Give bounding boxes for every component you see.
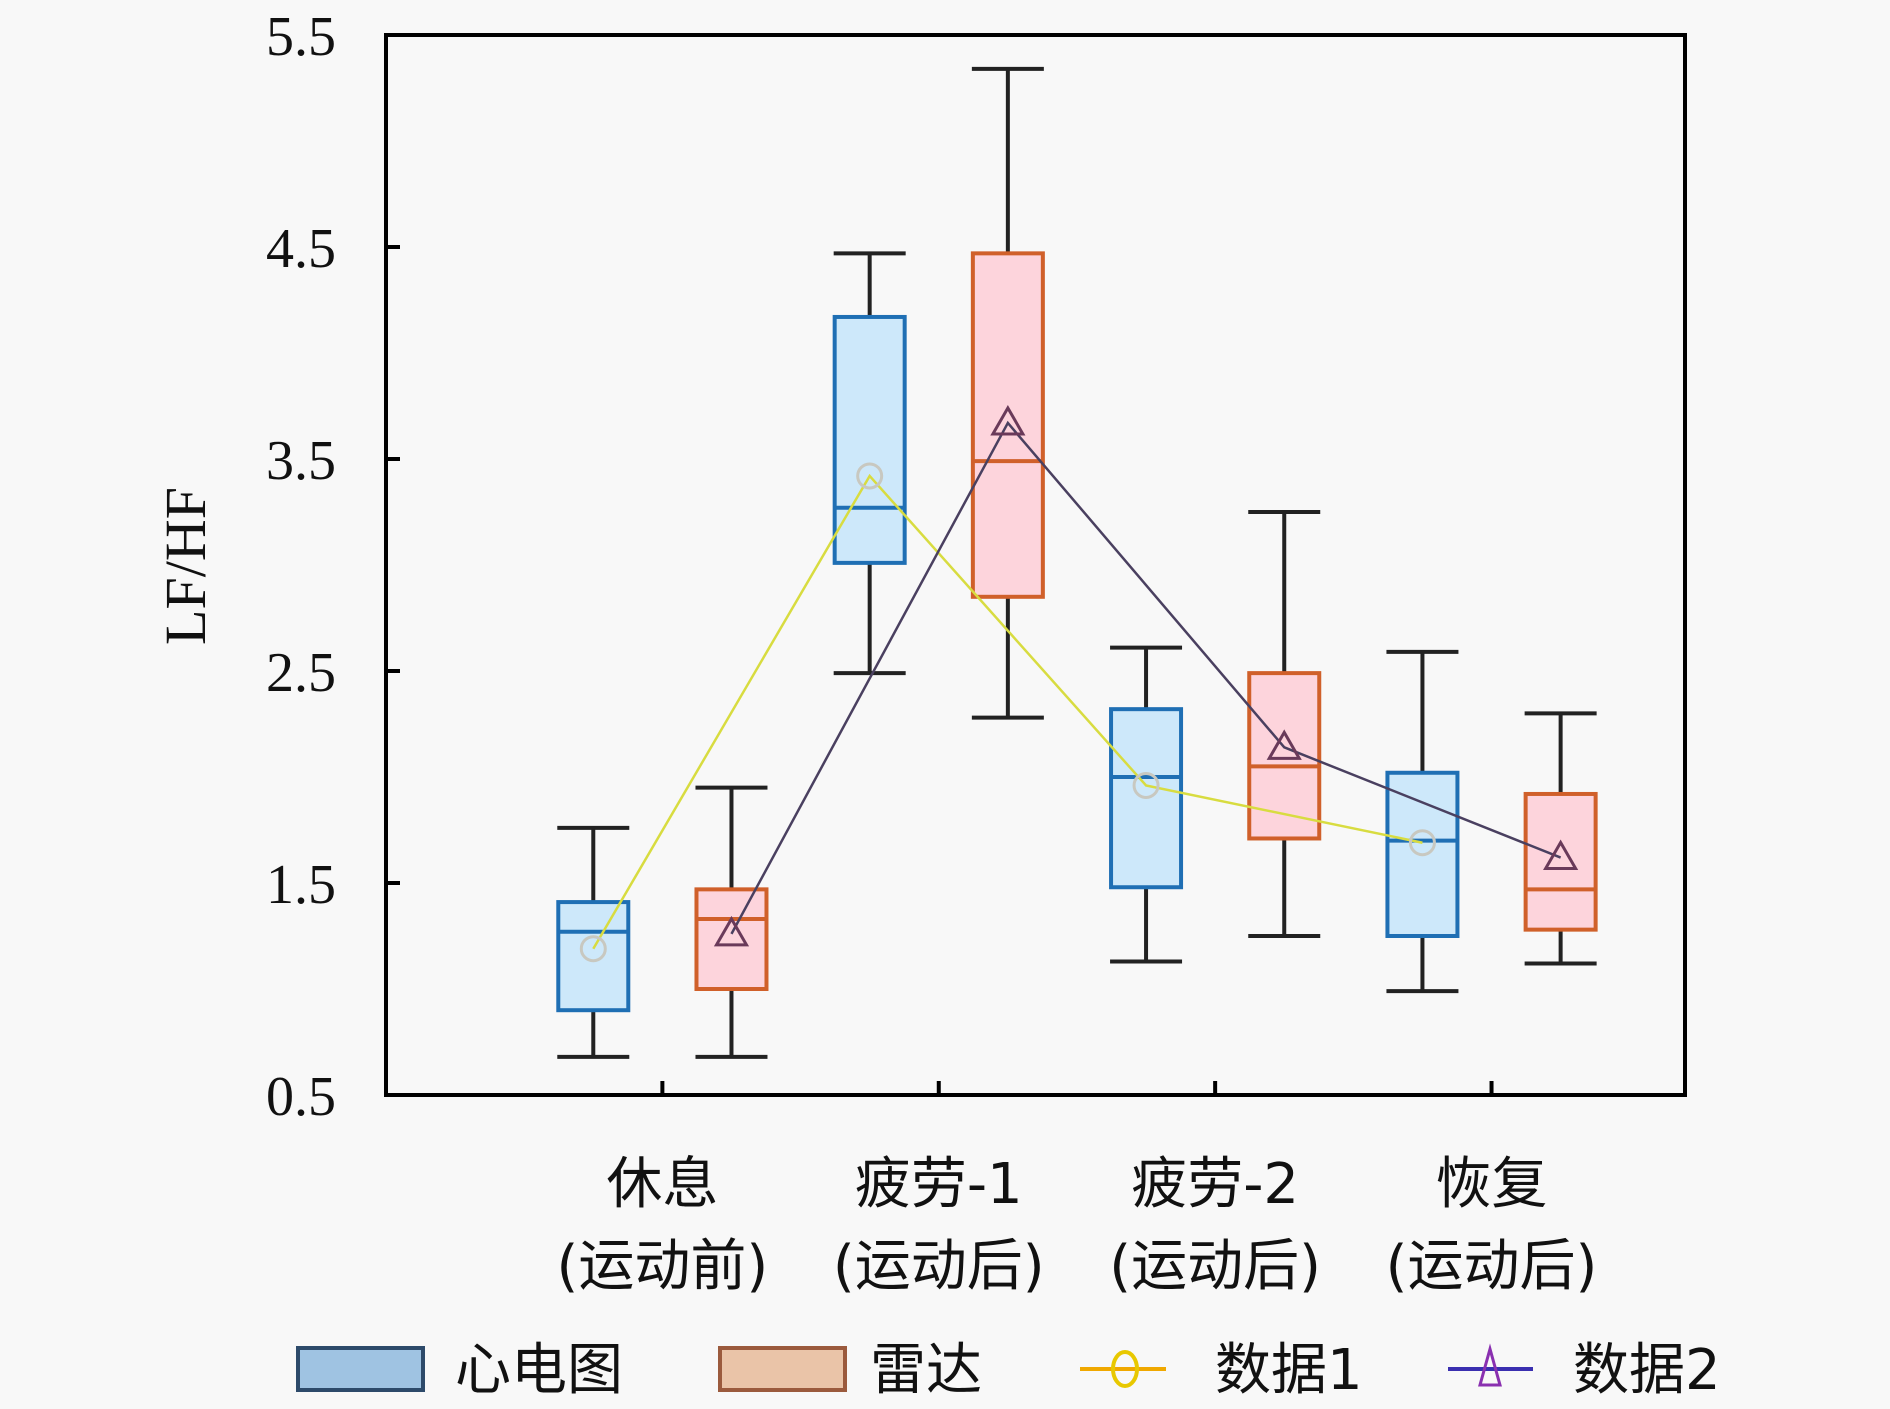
box-iqr	[556, 900, 631, 1013]
box-radar-3	[1247, 510, 1322, 938]
legend-label-data2: 数据2	[1573, 1338, 1721, 1403]
y-tick-label: 2.5	[266, 642, 336, 704]
x-axis: 休息 (运动前) 疲劳-1 (运动后) 疲劳-2 (运动后) 恢复 (运动后)	[557, 1081, 1598, 1299]
legend-marker-triangle	[1478, 1343, 1502, 1387]
x-tick-label-line1: 恢复	[1436, 1152, 1548, 1217]
legend: 心电图 雷达 数据1 数据2	[296, 1338, 1721, 1403]
box-ecg-3	[1109, 645, 1184, 964]
marker-triangle	[713, 915, 750, 947]
box-ecg-4	[1385, 649, 1460, 994]
x-tick-label-line1: 疲劳-2	[1131, 1152, 1299, 1217]
x-tick-label-line1: 疲劳-1	[855, 1152, 1023, 1217]
x-tick-label-line2: (运动后)	[1386, 1234, 1598, 1299]
box-ecg-2	[832, 251, 907, 676]
boxes-layer	[556, 66, 1598, 1059]
legend-swatch-radar	[718, 1346, 847, 1392]
marker-circle	[579, 935, 607, 963]
box-iqr	[694, 887, 769, 991]
marker-triangle	[1543, 839, 1579, 871]
line-data2	[730, 420, 1562, 935]
y-tick-label: 3.5	[266, 430, 336, 492]
y-axis: 0.5 1.5 2.5 3.5 4.5 5.5	[266, 6, 400, 1128]
box-radar-4	[1523, 711, 1598, 966]
y-tick-label: 4.5	[266, 218, 336, 280]
legend-swatch-ecg	[296, 1346, 425, 1392]
y-tick-label: 1.5	[266, 854, 336, 916]
x-tick-label-line2: (运动前)	[557, 1234, 769, 1299]
line-data1	[592, 473, 1423, 950]
box-iqr	[1523, 791, 1598, 932]
y-axis-label: LF/HF	[153, 487, 218, 645]
lines-layer	[579, 404, 1579, 963]
legend-marker-circle	[1111, 1350, 1139, 1388]
x-tick-label-line2: (运动后)	[833, 1234, 1045, 1299]
box-radar-2	[970, 66, 1045, 720]
legend-label-radar: 雷达	[870, 1338, 982, 1403]
box-ecg-1	[556, 825, 631, 1059]
box-iqr	[832, 314, 907, 565]
y-tick-label: 0.5	[266, 1066, 336, 1128]
legend-label-ecg: 心电图	[455, 1338, 623, 1403]
plot-frame	[384, 33, 1687, 1097]
marker-circle	[1408, 829, 1436, 857]
legend-label-data1: 数据1	[1215, 1338, 1363, 1403]
x-tick-label-line2: (运动后)	[1109, 1234, 1321, 1299]
box-radar-1	[694, 785, 769, 1059]
marker-triangle	[1266, 729, 1302, 760]
marker-circle	[1132, 771, 1160, 799]
y-tick-label: 5.5	[266, 6, 336, 68]
marker-triangle	[990, 404, 1026, 436]
marker-circle	[856, 462, 884, 490]
x-tick-label-line1: 休息	[606, 1152, 718, 1217]
